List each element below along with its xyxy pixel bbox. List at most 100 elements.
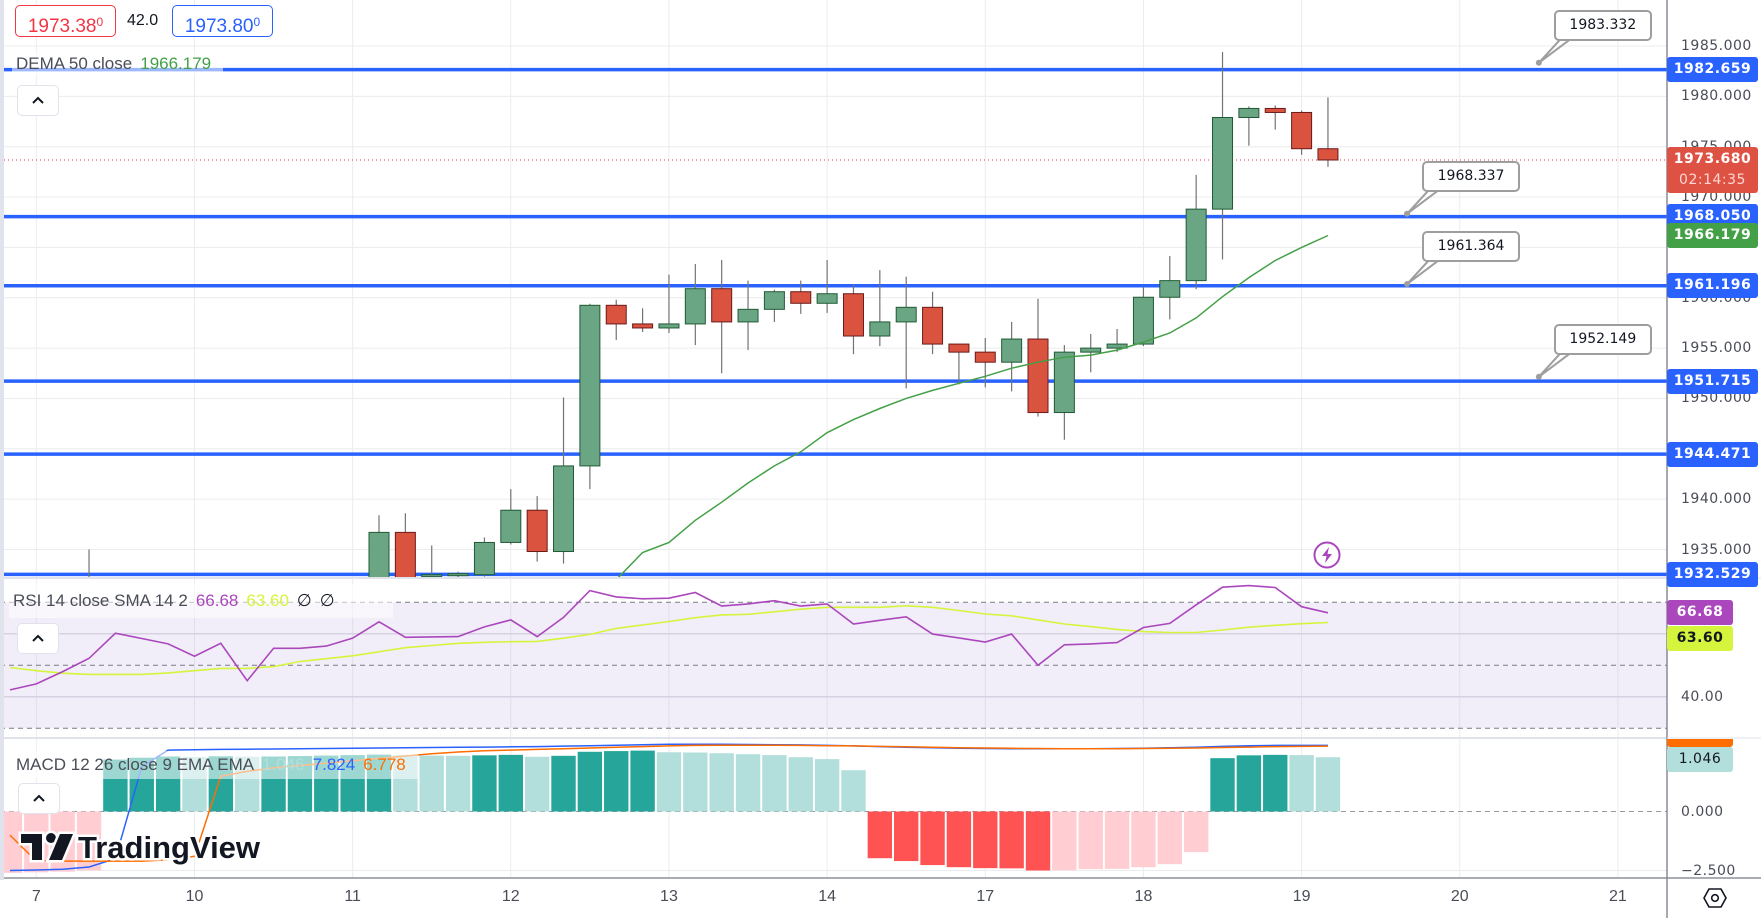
callout-anchor	[1535, 59, 1542, 66]
candle-bearish	[1027, 338, 1049, 414]
callout-pointer	[1406, 259, 1440, 285]
candle-bullish	[816, 293, 838, 304]
sell-price: 1973.38	[27, 16, 97, 37]
time-axis-label: 17	[976, 888, 995, 905]
tradingview-logo-text: TradingView	[78, 830, 261, 865]
time-axis-label: 21	[1609, 888, 1627, 905]
candle-bearish	[605, 304, 627, 325]
macd-histogram-bar	[551, 755, 576, 812]
price-axis-tick: 1980.000	[1681, 88, 1752, 105]
candle-bullish	[1159, 280, 1181, 298]
candle-bullish	[658, 323, 680, 329]
macd-histogram-bar	[1104, 811, 1130, 869]
rsi-axis-label: 66.68	[1667, 600, 1733, 625]
sell-price-button[interactable]: 1973.380	[15, 5, 116, 37]
macd-histogram-bar	[524, 756, 550, 812]
macd-histogram-bar	[1236, 755, 1262, 812]
bar-countdown: 02:14:35	[1679, 171, 1746, 188]
macd-histogram-bar	[656, 752, 682, 812]
macd-legend[interactable]: MACD 12 26 close 9 EMA EMA 1.046 7.824 6.77…	[12, 751, 418, 779]
time-axis-label: 18	[1134, 888, 1153, 905]
candle-bearish	[394, 531, 416, 577]
chevron-up-icon	[32, 634, 44, 642]
price-axis-tick: 1955.000	[1681, 340, 1752, 357]
candle-bearish	[711, 288, 733, 323]
price-axis-label: 1982.659	[1667, 57, 1758, 83]
price-callout[interactable]: 1968.337	[1422, 160, 1521, 192]
price-axis-label: 1961.196	[1667, 273, 1758, 299]
macd-histogram-bar	[1078, 811, 1103, 870]
candle-bullish	[763, 291, 785, 310]
candle-bullish	[500, 509, 522, 543]
time-axis-label: 7	[31, 888, 41, 905]
macd-histogram-bar	[604, 751, 629, 812]
price-callout[interactable]: 1961.364	[1422, 231, 1521, 262]
buy-price-button[interactable]: 1973.800	[172, 5, 273, 37]
rsi-line	[9, 584, 1329, 691]
price-callout[interactable]: 1952.149	[1553, 323, 1652, 355]
candle-bullish	[1185, 208, 1207, 282]
collapse-main-legend-button[interactable]	[17, 85, 59, 116]
macd-histogram-bar	[788, 757, 813, 812]
rsi-legend[interactable]: RSI 14 close SMA 14 2 66.68 63.60 ∅ ∅	[9, 584, 393, 618]
macd-histogram-bar	[683, 752, 708, 812]
candle-bullish	[473, 541, 495, 576]
time-axis-label: 10	[185, 888, 204, 905]
macd-histogram-bar	[867, 811, 893, 859]
pane-separator	[0, 577, 1667, 579]
price-callout[interactable]: 1983.332	[1553, 9, 1652, 41]
candle-bearish	[922, 306, 944, 345]
collapse-macd-legend-button[interactable]	[18, 783, 60, 814]
macd-histogram-bar	[1263, 754, 1288, 812]
macd-pane	[0, 743, 1667, 873]
macd-histogram-bar	[630, 750, 655, 812]
macd-histogram-bar	[894, 811, 919, 862]
current-price-label: 1973.680 02:14:35	[1667, 146, 1758, 193]
candle-bullish	[421, 574, 443, 577]
candle-bullish	[895, 306, 917, 323]
candle-bullish	[447, 573, 469, 577]
price-pane	[0, 52, 1667, 577]
macd-legend-label: MACD 12 26 close 9 EMA EMA	[16, 755, 255, 774]
candle-bearish	[1264, 107, 1286, 113]
candle-bearish	[1317, 148, 1339, 161]
macd-histogram-bar	[498, 754, 523, 812]
rsi-pane	[0, 584, 1667, 729]
price-axis-tick: 1940.000	[1681, 491, 1752, 508]
dema-legend[interactable]: DEMA 50 close 1966.179	[12, 52, 224, 76]
candle-bearish	[632, 323, 654, 329]
chevron-up-icon	[33, 794, 45, 802]
buy-price: 1973.80	[184, 16, 254, 37]
candle-bearish	[842, 293, 864, 337]
callout-anchor	[1404, 281, 1411, 288]
macd-histogram-bar	[1183, 811, 1209, 853]
rsi-sma-line	[9, 604, 1329, 676]
macd-histogram-bar	[709, 753, 734, 812]
gridlines	[0, 0, 1667, 878]
pane-separator	[0, 737, 1667, 739]
settings-icon[interactable]	[1703, 887, 1727, 909]
price-axis-label: 1932.529	[1667, 561, 1758, 587]
rsi-sma-legend-value: 63.60	[246, 591, 289, 610]
rsi-legend-value: 66.68	[195, 591, 239, 610]
candle-bearish	[974, 351, 996, 363]
macd-histogram-bar	[577, 751, 603, 812]
buy-price-fraction: 0	[253, 15, 261, 29]
macd-histogram-bar	[0, 811, 23, 873]
candle-bullish	[684, 288, 706, 325]
macd-legend-value: 7.824	[312, 755, 356, 774]
chevron-up-icon	[32, 96, 44, 104]
macd-axis-tick: −2.500	[1681, 862, 1736, 879]
time-axis-label: 20	[1450, 888, 1469, 905]
lightning-icon[interactable]	[1313, 541, 1341, 569]
collapse-rsi-legend-button[interactable]	[17, 623, 59, 654]
candle-bullish	[579, 304, 601, 467]
price-axis-tick: 1950.000	[1681, 390, 1752, 407]
macd-histogram-bar	[841, 770, 866, 812]
time-axis-label: 13	[660, 888, 678, 905]
rsi-axis-tick: 40.00	[1681, 688, 1724, 705]
candle-bullish	[553, 465, 575, 553]
macd-hist-legend-value: 1.046	[262, 755, 305, 774]
dema-legend-label: DEMA 50 close	[16, 54, 133, 73]
